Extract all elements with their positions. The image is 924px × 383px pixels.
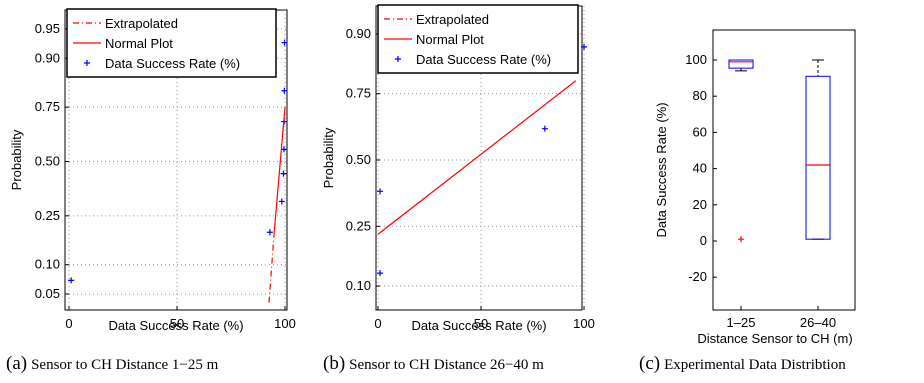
x-axis-label: Data Success Rate (%) xyxy=(108,318,243,333)
x-tick-label: 100 xyxy=(274,316,296,331)
legend-label: Normal Plot xyxy=(416,32,484,47)
y-tick-label: 0.25 xyxy=(35,208,60,223)
caption-text: Sensor to CH Distance 26−40 m xyxy=(349,357,544,373)
y-tick-label: 0.50 xyxy=(35,154,60,169)
x-tick-label: 50 xyxy=(474,316,488,331)
y-tick-label: 0.05 xyxy=(35,286,60,301)
y-tick-label: 80 xyxy=(693,88,707,103)
y-tick-label: 0.90 xyxy=(346,26,371,41)
y-tick-label: 60 xyxy=(693,124,707,139)
plot-area xyxy=(712,29,856,311)
caption-c: (c) Experimental Data Distribtion xyxy=(639,353,846,375)
y-axis-label: Probability xyxy=(9,129,24,190)
x-axis-label: Data Success Rate (%) xyxy=(411,318,546,333)
x-axis-label: Distance Sensor to CH (m) xyxy=(697,331,852,346)
y-tick-label: 0.75 xyxy=(35,99,60,114)
normal-plot-line xyxy=(377,80,577,235)
data-point xyxy=(281,87,288,94)
x-tick-label: 50 xyxy=(170,316,184,331)
box xyxy=(805,75,831,240)
caption-label: (a) xyxy=(6,353,28,374)
data-point xyxy=(68,277,75,284)
y-tick-label: 40 xyxy=(693,161,707,176)
y-tick-label: 0.75 xyxy=(346,86,371,101)
y-tick-label: 0.10 xyxy=(35,257,60,272)
panel-a-chart: 0.05 0.10 0.25 0.50 0.75 0.90 0.95 0 50 100 Data… xyxy=(9,8,296,333)
legend-label: Extrapolated xyxy=(105,16,178,31)
data-point xyxy=(581,43,587,50)
outlier-point xyxy=(738,236,744,243)
caption-text: Experimental Data Distribtion xyxy=(664,357,846,373)
extrapolated-line xyxy=(268,232,275,303)
y-tick-label: 0 xyxy=(700,233,707,248)
y-tick-label: -20 xyxy=(688,269,707,284)
normal-plot-line xyxy=(273,107,286,233)
data-point xyxy=(377,270,384,277)
x-tick-label: 100 xyxy=(573,316,595,331)
data-point xyxy=(278,198,285,205)
box xyxy=(728,59,754,69)
y-tick-label: 20 xyxy=(693,197,707,212)
legend: Extrapolated Normal Plot Data Success Rate… xyxy=(66,8,277,78)
caption-text: Sensor to CH Distance 1−25 m xyxy=(31,357,219,373)
legend-swatch xyxy=(395,56,401,62)
panel-c-chart: -20 0 20 40 60 80 100 1–25 26–40 Distance Senso… xyxy=(654,29,856,346)
data-point xyxy=(281,39,288,46)
y-tick-label: 0.90 xyxy=(35,50,60,65)
x-tick-label: 1–25 xyxy=(727,315,756,330)
x-tick-label: 0 xyxy=(374,316,381,331)
y-tick-label: 0.25 xyxy=(346,218,371,233)
legend-swatch xyxy=(84,60,90,66)
legend-label: Data Success Rate (%) xyxy=(416,52,551,67)
caption-label: (c) xyxy=(639,353,661,374)
y-tick-label: 0.50 xyxy=(346,152,371,167)
y-axis-label: Data Success Rate (%) xyxy=(654,102,669,237)
caption-label: (b) xyxy=(323,353,346,374)
data-point xyxy=(377,188,384,195)
x-tick-label: 0 xyxy=(65,316,72,331)
data-point xyxy=(280,170,287,177)
x-tick-label: 26–40 xyxy=(800,315,836,330)
panel-b-chart: 0.10 0.25 0.50 0.75 0.90 0 50 100 Data Success… xyxy=(321,4,595,333)
legend-label: Data Success Rate (%) xyxy=(105,56,240,71)
legend: Extrapolated Normal Plot Data Success Rate… xyxy=(377,4,579,74)
y-tick-label: 0.10 xyxy=(346,278,371,293)
caption-a: (a) Sensor to CH Distance 1−25 m xyxy=(6,353,218,375)
data-point xyxy=(541,125,548,132)
y-tick-label: 0.95 xyxy=(35,21,60,36)
caption-b: (b) Sensor to CH Distance 26−40 m xyxy=(323,353,544,375)
legend-box xyxy=(66,8,277,78)
legend-label: Extrapolated xyxy=(416,12,489,27)
data-point xyxy=(266,229,273,236)
legend-label: Normal Plot xyxy=(105,36,173,51)
y-tick-label: 100 xyxy=(685,52,707,67)
y-axis-label: Probability xyxy=(321,127,336,188)
